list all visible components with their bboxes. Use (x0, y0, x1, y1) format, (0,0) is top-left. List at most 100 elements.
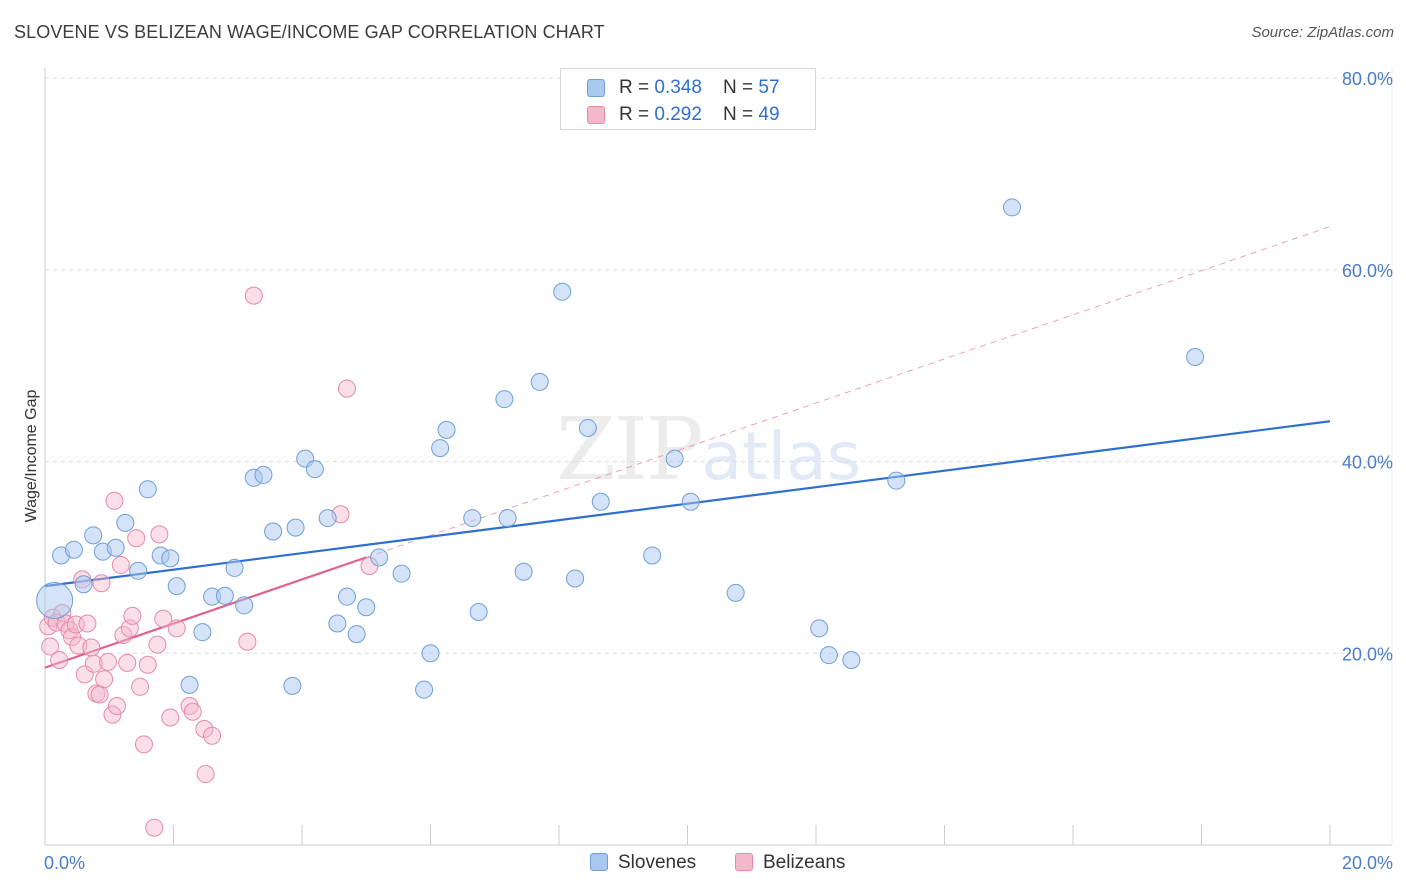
belizeans-point (107, 696, 126, 715)
belizeans-point (196, 765, 215, 784)
bottom-swatch-pink (735, 853, 753, 871)
slovenes-point (681, 492, 700, 511)
tick-labels: 20.0% 40.0% 60.0% 80.0% 0.0% 20.0% (44, 69, 1393, 873)
belizeans-point (123, 606, 142, 625)
source-label: Source: ZipAtlas.com (1251, 24, 1394, 41)
slovenes-point (437, 420, 456, 439)
slovenes-point (36, 582, 74, 620)
legend-r-value: 0.292 (654, 104, 702, 125)
slovenes-point (264, 522, 283, 541)
belizeans-point (183, 702, 202, 721)
slovenes-point (591, 492, 610, 511)
slovenes-point (254, 465, 273, 484)
belizeans-point (98, 652, 117, 671)
belizeans-trend-line (44, 556, 367, 669)
slovenes-point (318, 509, 337, 528)
belizeans-point (167, 619, 186, 638)
legend-swatch-pink (587, 106, 605, 124)
slovenes-point (421, 644, 440, 663)
belizeans-point (127, 529, 146, 548)
legend-text-belizeans: R = 0.292 N = 49 (619, 104, 780, 126)
slovenes-point (1002, 198, 1021, 217)
slovenes-point (1186, 347, 1205, 366)
slovenes-point (116, 513, 135, 532)
slovenes-point (286, 518, 305, 537)
slovenes-point (161, 549, 180, 568)
slovenes-point (225, 558, 244, 577)
slovenes-point (530, 372, 549, 391)
slovenes-point (553, 282, 572, 301)
slovenes-point (84, 526, 103, 545)
slovenes-point (347, 625, 366, 644)
belizeans-point (103, 705, 122, 724)
belizeans-point (95, 670, 114, 689)
legend-n-value: 57 (758, 77, 780, 98)
belizeans-point (150, 525, 169, 544)
slovenes-point (498, 509, 517, 528)
slovenes-point (392, 564, 411, 583)
belizeans-point (114, 626, 133, 645)
axes (44, 68, 1393, 846)
slovenes-point (106, 538, 125, 557)
belizeans-point (39, 617, 58, 636)
watermark: ZIPatlas (556, 400, 861, 500)
belizeans-point (105, 491, 124, 510)
slovenes-point (514, 562, 533, 581)
belizeans-point (131, 677, 150, 696)
slovenes-point (566, 569, 585, 588)
belizeans-point (244, 286, 263, 305)
belizeans-point (50, 650, 69, 669)
grid (45, 77, 1392, 654)
slovenes-point (357, 598, 376, 617)
bottom-legend-label-slovenes: Slovenes (618, 852, 697, 873)
y-tick-label: 60.0% (1342, 261, 1393, 281)
legend-swatch-blue (587, 79, 605, 97)
y-tick-label: 80.0% (1342, 69, 1393, 89)
belizeans-point (41, 637, 60, 656)
slovenes-point (167, 577, 186, 596)
slovenes-point (74, 575, 93, 594)
belizeans-point (118, 653, 137, 672)
y-axis-label: Wage/Income Gap (23, 390, 40, 523)
slovenes-point (180, 675, 199, 694)
slovenes-point (129, 561, 148, 580)
slovenes-point (235, 596, 254, 615)
slovenes-point (469, 603, 488, 622)
bottom-swatch-blue (590, 853, 608, 871)
slovenes-point (431, 439, 450, 458)
belizeans-point (195, 719, 214, 738)
belizeans-point (203, 726, 222, 745)
slovenes-point (215, 586, 234, 605)
belizeans-trend-extension (366, 226, 1331, 558)
slovenes-point (64, 540, 83, 559)
slovenes-point (643, 546, 662, 565)
y-tick-label: 20.0% (1342, 644, 1393, 664)
legend-text-slovenes: R = 0.348 N = 57 (619, 77, 780, 99)
legend-n-label: N = (723, 104, 759, 125)
slovenes-point (578, 418, 597, 437)
x-tick-label: 0.0% (44, 853, 85, 873)
legend-r-label: R = (619, 77, 655, 98)
slovenes-point (370, 548, 389, 567)
belizeans-point (337, 379, 356, 398)
belizeans-point (154, 609, 173, 628)
belizeans-point (82, 638, 101, 657)
belizeans-points (39, 286, 379, 837)
slovenes-point (193, 623, 212, 642)
slovenes-point (665, 449, 684, 468)
legend-n-value: 49 (758, 104, 780, 125)
belizeans-point (148, 635, 167, 654)
y-tick-label: 40.0% (1342, 453, 1393, 473)
belizeans-point (75, 665, 94, 684)
slovenes-points (36, 198, 1205, 699)
belizeans-point (180, 696, 199, 715)
slovenes-point (415, 680, 434, 699)
belizeans-point (238, 632, 257, 651)
slovenes-point (283, 676, 302, 695)
legend: R = 0.348 N = 57 R = 0.292 N = 49 (560, 68, 816, 130)
slovenes-point (463, 509, 482, 528)
belizeans-point (92, 574, 111, 593)
belizeans-point (138, 655, 157, 674)
belizeans-point (78, 614, 97, 633)
